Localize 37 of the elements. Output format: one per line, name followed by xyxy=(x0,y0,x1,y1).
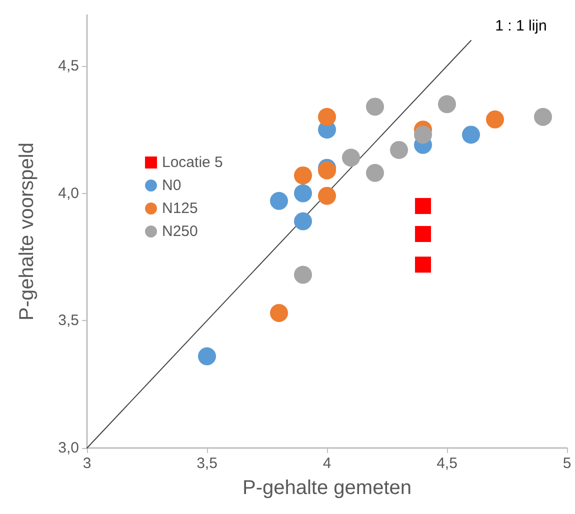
point xyxy=(342,148,360,167)
y-tick-label: 3,5 xyxy=(58,312,79,330)
series-label: 1 : 1 lijn xyxy=(495,17,547,34)
point xyxy=(294,166,312,184)
x-tick-label: 3,5 xyxy=(196,455,218,472)
point xyxy=(415,256,431,273)
point xyxy=(534,108,552,126)
point xyxy=(366,98,384,116)
point xyxy=(270,304,288,322)
point xyxy=(415,226,431,242)
x-tick-label: 4,5 xyxy=(436,455,458,472)
point xyxy=(390,141,408,159)
point xyxy=(415,198,431,214)
y-tick-label: 4,5 xyxy=(58,57,79,74)
point xyxy=(318,108,336,126)
legend-label: N0 xyxy=(162,177,182,194)
x-tick-label: 3 xyxy=(82,455,92,472)
point xyxy=(270,192,288,210)
point xyxy=(294,266,312,284)
point xyxy=(294,184,312,202)
x-tick-label: 5 xyxy=(562,455,572,472)
x-axis-title: P-gehalte gemeten xyxy=(242,477,412,499)
point xyxy=(198,347,216,366)
point xyxy=(438,95,456,114)
legend-label: Locatie 5 xyxy=(162,154,223,171)
point xyxy=(462,126,480,144)
point xyxy=(414,126,432,144)
legend-label: N250 xyxy=(162,223,198,240)
y-tick-label: 4,0 xyxy=(58,184,79,202)
point xyxy=(318,186,336,205)
point xyxy=(486,110,504,128)
point xyxy=(294,212,312,230)
y-tick-label: 3,0 xyxy=(58,440,79,456)
legend-label: N125 xyxy=(162,200,198,217)
point xyxy=(366,164,384,182)
x-tick-label: 4 xyxy=(322,455,332,472)
y-axis-title: P-gehalte voorspeld xyxy=(16,142,38,320)
